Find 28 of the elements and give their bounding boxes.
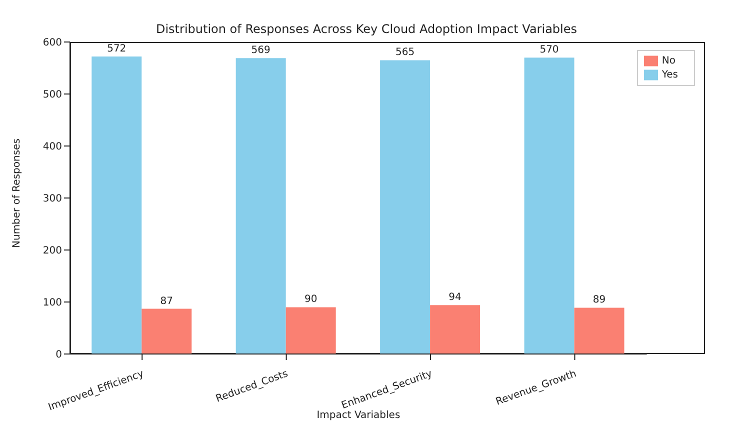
x-axis-title: Impact Variables (316, 410, 400, 421)
y-tick-label: 600 (42, 38, 62, 49)
y-tick-label: 0 (56, 350, 62, 361)
chart-title: Distribution of Responses Across Key Cloud Adoption Impact Variables (154, 22, 578, 36)
bar (574, 308, 624, 354)
y-tick-label: 500 (42, 90, 62, 101)
y-axis-title: Number of Responses (12, 138, 23, 248)
data-label: 565 (396, 47, 415, 58)
bar (524, 58, 574, 354)
bar (286, 307, 336, 354)
data-label: 569 (251, 45, 270, 56)
data-label: 572 (107, 44, 126, 55)
legend-label: Yes (662, 70, 678, 81)
data-label: 570 (540, 44, 559, 56)
y-tick-label: 100 (42, 298, 62, 309)
bar (92, 56, 142, 354)
bar (430, 305, 480, 354)
data-label: 90 (304, 294, 318, 306)
y-tick-label: 300 (42, 194, 62, 205)
data-label: 94 (448, 292, 462, 304)
bar (142, 308, 192, 354)
data-label: 89 (592, 294, 606, 306)
y-tick-label: 400 (42, 142, 62, 153)
bar (380, 60, 430, 354)
bar (236, 58, 286, 354)
y-tick-label: 200 (42, 246, 62, 257)
data-label: 87 (160, 296, 173, 307)
legend-label: No (662, 56, 676, 67)
